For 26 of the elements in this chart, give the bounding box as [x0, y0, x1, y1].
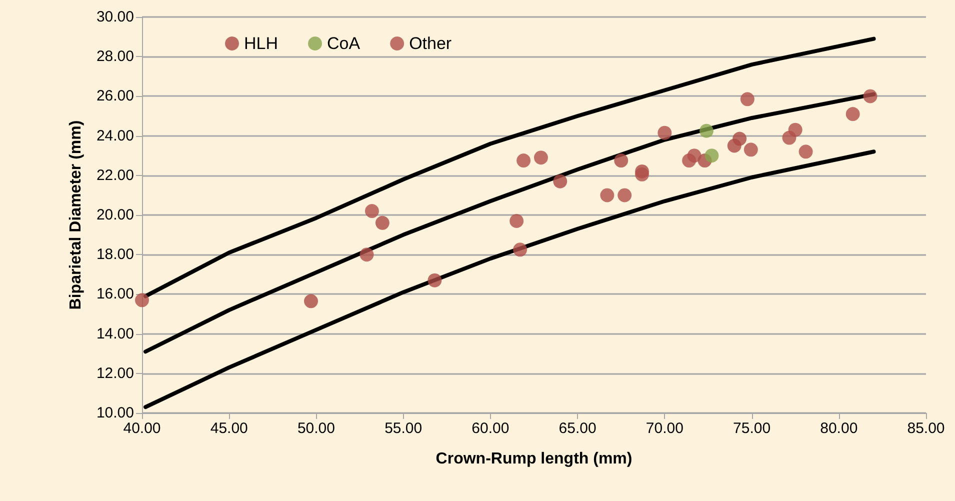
- y-tick-label: 20.00: [96, 206, 134, 224]
- y-axis-title: Biparietal Diameter (mm): [68, 120, 84, 310]
- x-axis-title: Crown-Rump length (mm): [436, 450, 632, 468]
- y-tick-label: 26.00: [96, 88, 134, 105]
- x-tick-label: 45.00: [210, 420, 248, 437]
- x-tick-label: 50.00: [297, 420, 335, 437]
- y-tick-label: 16.00: [96, 286, 134, 303]
- x-tick-label: 40.00: [123, 420, 161, 437]
- y-tick-label: 10.00: [96, 404, 134, 422]
- y-tick-label: 22.00: [96, 166, 134, 184]
- x-tick-label: 70.00: [646, 420, 684, 437]
- x-tick-label: 85.00: [907, 420, 945, 437]
- y-tick-label: 24.00: [96, 127, 134, 144]
- legend-label: CoA: [327, 34, 361, 53]
- y-tick-label: 12.00: [96, 364, 134, 382]
- x-tick-label: 65.00: [558, 420, 596, 437]
- x-tick-label: 75.00: [733, 420, 771, 437]
- y-tick-label: 28.00: [96, 48, 134, 66]
- legend-label: HLH: [244, 34, 278, 53]
- y-tick-label: 30.00: [96, 8, 134, 26]
- y-tick-label: 18.00: [96, 246, 134, 264]
- x-tick-label: 60.00: [472, 420, 510, 437]
- y-tick-label: 14.00: [96, 325, 134, 342]
- x-tick-label: 80.00: [820, 420, 858, 437]
- x-tick-label: 55.00: [384, 420, 422, 437]
- legend-label: Other: [409, 34, 452, 53]
